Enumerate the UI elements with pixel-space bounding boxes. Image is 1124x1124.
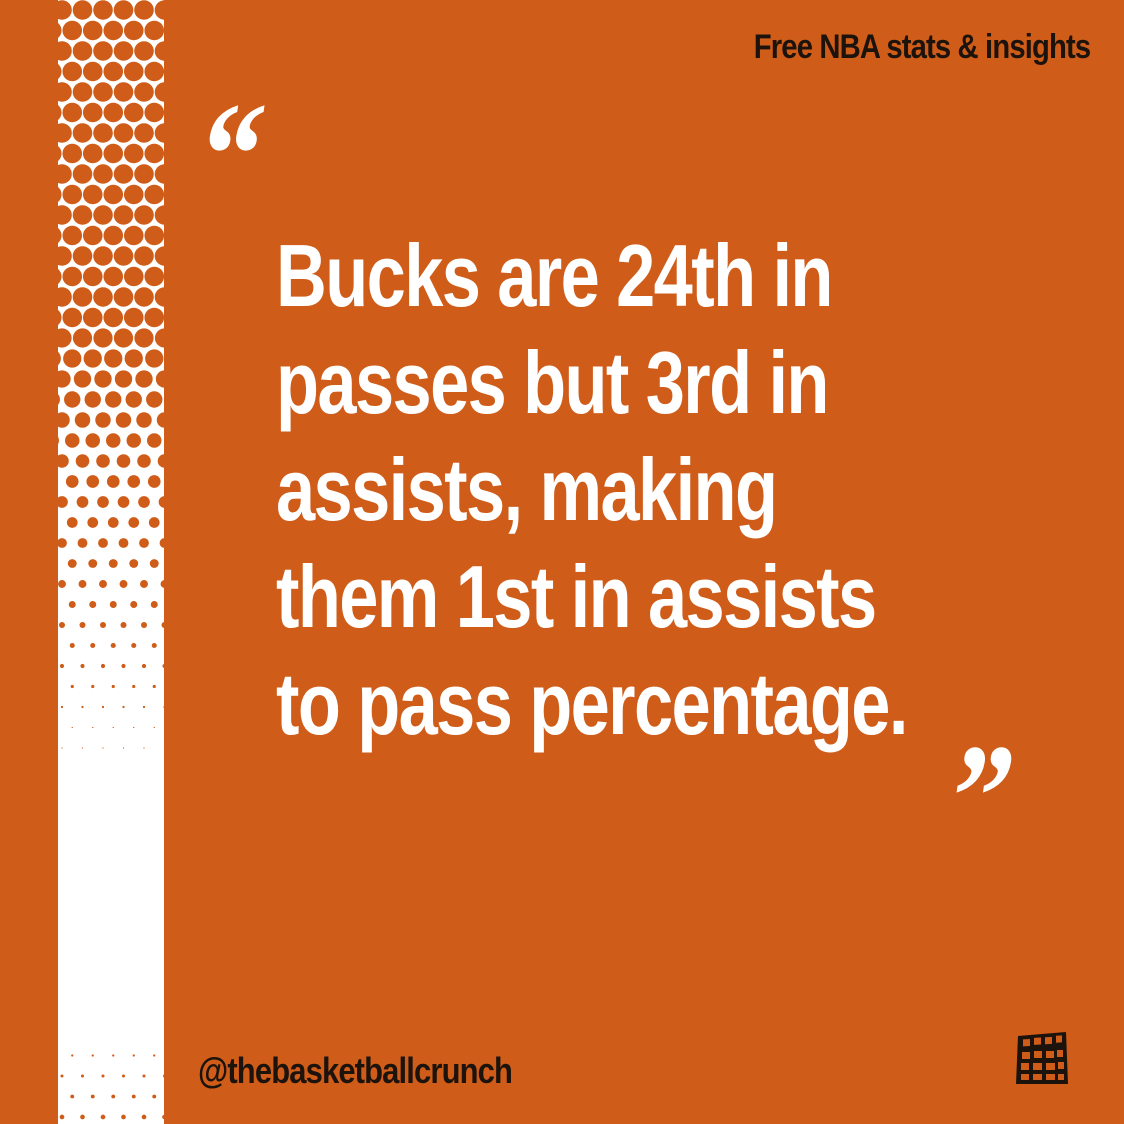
basketball-net-icon (1016, 1032, 1068, 1084)
tagline: Free NBA stats & insights (753, 28, 1090, 66)
quote-line: them 1st in assists (276, 547, 877, 646)
quote-line: passes but 3rd in (276, 333, 829, 432)
quote-line: assists, making (276, 440, 778, 539)
quote-line: Bucks are 24th in (276, 226, 833, 325)
close-quote-mark: ” (939, 714, 1024, 880)
quote-line: to pass percentage. (276, 654, 908, 753)
halftone-stripe (58, 0, 164, 1124)
quote-text: Bucks are 24th in passes but 3rd in assi… (276, 222, 916, 757)
social-handle: @thebasketballcrunch (198, 1050, 513, 1091)
open-quote-mark: “ (189, 72, 274, 238)
